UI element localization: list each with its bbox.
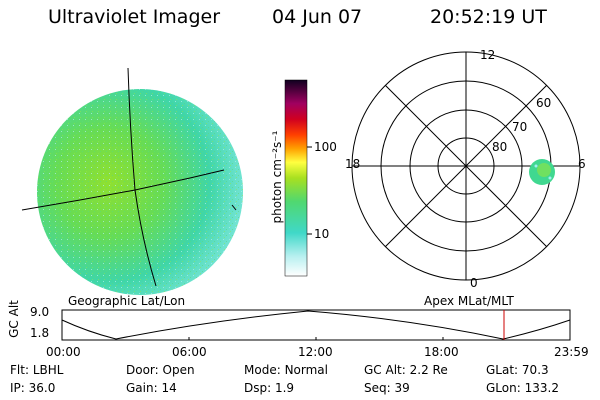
colorbar-tick-10: 10: [314, 227, 330, 241]
observation-time: 20:52:19 UT: [430, 6, 547, 28]
timeline-y-tick-max: 9.0: [30, 305, 50, 319]
colorbar-scale: [284, 79, 308, 277]
altitude-curve: [61, 310, 571, 340]
mlt-label-0: 0: [470, 276, 478, 290]
timeline-x-tick-0: 00:00: [46, 345, 81, 359]
observation-date: 04 Jun 07: [272, 6, 363, 28]
mlt-label-18: 18: [345, 157, 361, 171]
timeline-y-axis-label: GC Alt: [7, 300, 21, 338]
info-gc-alt: GC Alt: 2.2 Re: [364, 363, 448, 377]
info-glon: GLon: 133.2: [486, 381, 559, 395]
polar-plot: [351, 51, 581, 281]
timeline-x-tick-4: 23:59: [554, 345, 589, 359]
info-seq: Seq: 39: [364, 381, 410, 395]
timeline-right-title: Apex MLat/MLT: [424, 294, 514, 308]
timeline-x-tick-2: 12:00: [298, 345, 333, 359]
timeline-y-tick-min: 1.8: [30, 326, 50, 340]
info-ip: IP: 36.0: [10, 381, 56, 395]
altitude-timeline-plot: [61, 309, 571, 341]
info-door: Door: Open: [126, 363, 195, 377]
lat-label-80: 80: [492, 140, 508, 154]
info-mode: Mode: Normal: [244, 363, 328, 377]
colorbar-unit-label: photon cm⁻²s⁻¹: [270, 130, 284, 224]
info-gain: Gain: 14: [126, 381, 177, 395]
instrument-title: Ultraviolet Imager: [48, 6, 221, 28]
colorbar-tick-100: 100: [314, 140, 337, 154]
latitude-line: [21, 169, 225, 211]
mlt-label-12: 12: [480, 48, 496, 62]
timeline-x-tick-1: 06:00: [172, 345, 207, 359]
info-glat: GLat: 70.3: [486, 363, 549, 377]
mlt-label-6: 6: [578, 157, 586, 171]
colorbar: [284, 79, 312, 277]
lat-label-60: 60: [536, 96, 552, 110]
timeline-left-title: Geographic Lat/Lon: [68, 294, 186, 308]
lat-label-70: 70: [512, 120, 528, 134]
timeline-x-tick-3: 18:00: [424, 345, 459, 359]
info-filter: Flt: LBHL: [10, 363, 64, 377]
earth-disk-image: [21, 67, 243, 295]
info-dsp: Dsp: 1.9: [244, 381, 295, 395]
